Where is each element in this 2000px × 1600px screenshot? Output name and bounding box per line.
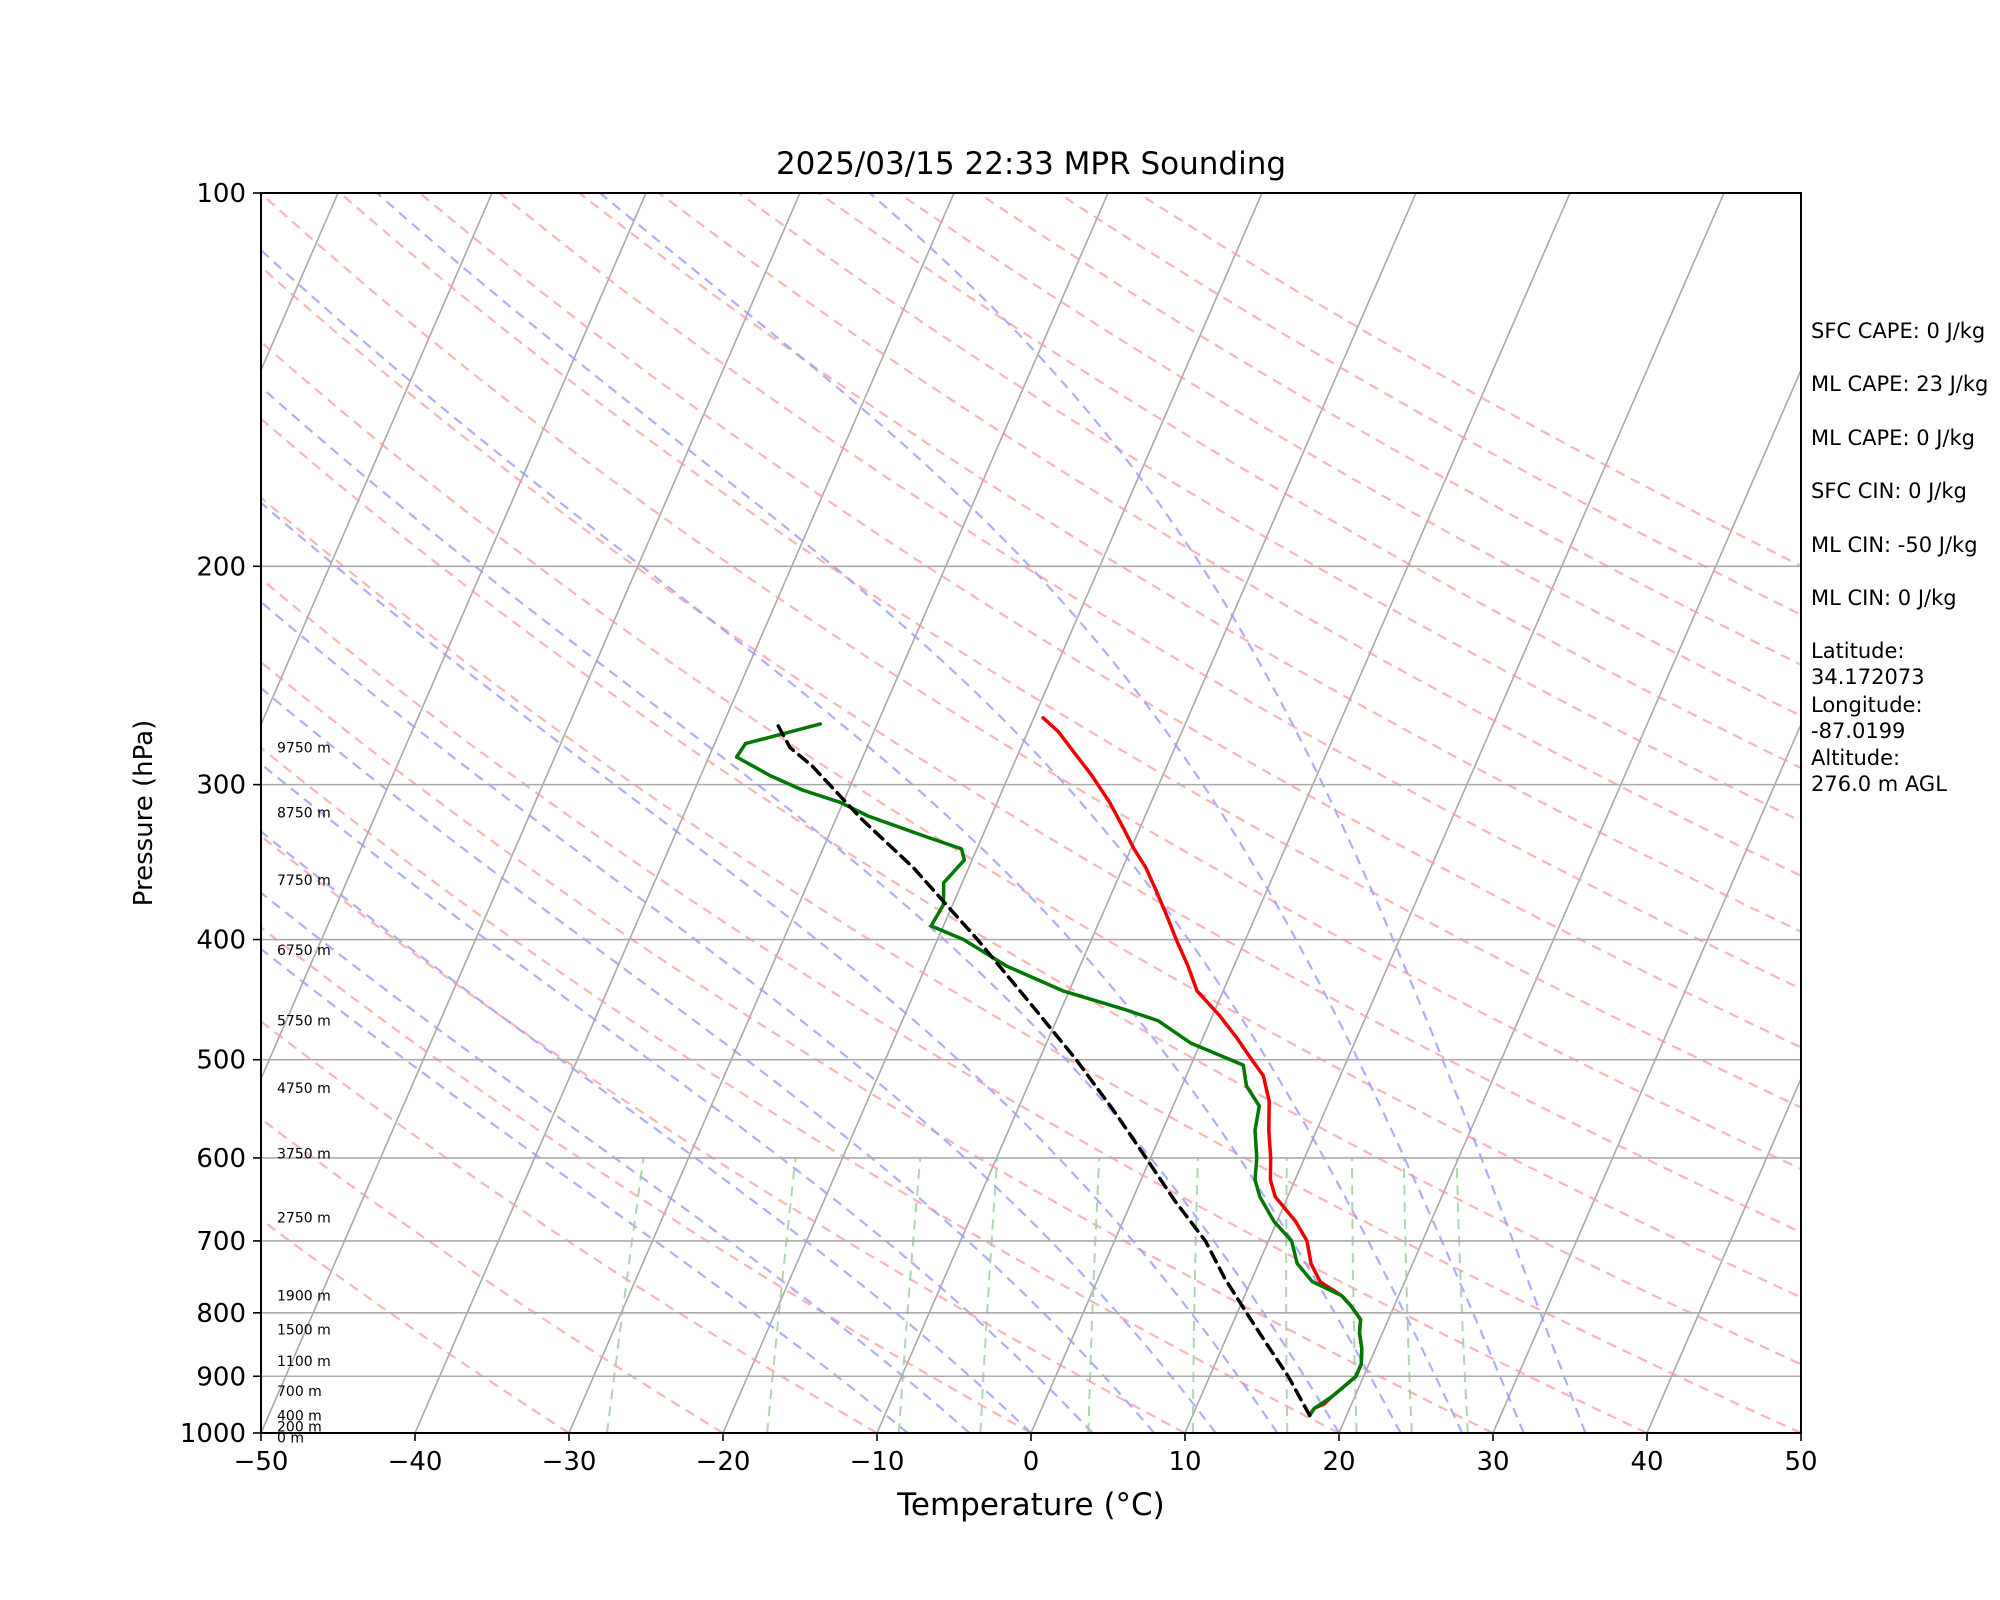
y-tick-label: 900	[196, 1362, 246, 1392]
stat-text: SFC CIN: 0 J/kg	[1811, 479, 1967, 504]
x-tick-label: 50	[1784, 1447, 1817, 1477]
dry-adiabat-line	[261, 746, 1340, 1433]
height-label: 1100 m	[277, 1354, 331, 1370]
height-label: 9750 m	[277, 740, 331, 756]
dry-adiabat-line	[261, 925, 1032, 1433]
isotherm-line	[1492, 722, 1801, 1433]
height-label: 7750 m	[277, 873, 331, 889]
height-label: 6750 m	[277, 943, 331, 959]
y-tick-label: 600	[196, 1144, 246, 1174]
dry-adiabat-line	[418, 193, 1801, 1049]
isotherm-line	[568, 193, 1109, 1433]
y-tick-label: 400	[196, 926, 246, 956]
moist-adiabat-line	[261, 762, 1094, 1433]
x-tick-label: −40	[388, 1447, 443, 1477]
isotherm-line	[261, 193, 493, 727]
height-labels: 9750 m 8750 m 7750 m 6750 m 5750 m 4750 m 3750…	[277, 740, 331, 1446]
chart-title: 2025/03/15 22:33 MPR Sounding	[776, 146, 1286, 182]
height-label: 1500 m	[277, 1322, 331, 1338]
isotherm-line	[722, 193, 1263, 1433]
y-tick-label: 300	[196, 771, 246, 801]
isotherm-line	[261, 193, 801, 1433]
moist-adiabat-line	[869, 193, 1587, 1433]
x-axis-label: Temperature (°C)	[896, 1487, 1165, 1523]
stat-text: ML CAPE: 23 J/kg	[1811, 372, 1989, 397]
dry-adiabat-line	[261, 496, 1801, 1433]
moist-adiabat-line	[261, 830, 1032, 1433]
stat-text: Longitude: -87.0199	[1811, 692, 1923, 743]
moist-adiabat-line	[261, 947, 909, 1433]
moist-adiabat-line	[261, 600, 1217, 1433]
stat-text: ML CAPE: 0 J/kg	[1811, 425, 1976, 450]
dry-adiabat-line	[261, 1020, 878, 1433]
dry-adiabat-line	[261, 660, 1494, 1433]
x-tick-label: −20	[696, 1447, 751, 1477]
x-tick-label: 0	[1023, 1447, 1040, 1477]
isotherm-line	[414, 193, 955, 1433]
height-label: 3750 m	[277, 1146, 331, 1162]
dry-adiabat-line	[261, 265, 1801, 1234]
dewpoint-line	[734, 722, 1364, 1418]
stat-text: SFC CAPE: 0 J/kg	[1811, 319, 1986, 343]
parcel-line	[775, 722, 1312, 1418]
stat-text: ML CIN: -50 J/kg	[1811, 532, 1978, 557]
height-label: 700 m	[277, 1384, 322, 1400]
y-axis-ticks: 100 200 300 400 500 600 700 800 900 1000	[180, 179, 261, 1449]
dry-adiabat-line	[738, 193, 1801, 823]
dry-adiabat-line	[261, 834, 1186, 1433]
y-tick-label: 700	[196, 1227, 246, 1257]
moist-adiabat-line	[261, 248, 1402, 1433]
moist-adiabat-line	[599, 193, 1525, 1433]
y-tick-label: 1000	[180, 1419, 246, 1449]
x-tick-label: −30	[542, 1447, 597, 1477]
stat-text: ML CIN: 0 J/kg	[1811, 586, 1957, 610]
x-tick-label: 30	[1476, 1447, 1509, 1477]
y-tick-label: 800	[196, 1299, 246, 1329]
isotherm-line	[261, 193, 647, 1081]
height-label: 2750 m	[277, 1210, 331, 1226]
x-tick-label: −50	[234, 1447, 289, 1477]
sounding-series	[734, 716, 1364, 1418]
x-tick-label: 10	[1168, 1447, 1201, 1477]
isotherm-line	[1646, 1076, 1801, 1433]
x-tick-label: 20	[1322, 1447, 1355, 1477]
moist-adiabat-line	[261, 501, 1279, 1433]
x-tick-label: −10	[850, 1447, 905, 1477]
stat-text: Latitude: 34.172073	[1811, 639, 1925, 690]
x-tick-label: 40	[1630, 1447, 1663, 1477]
moist-adiabat-line	[261, 385, 1340, 1433]
dry-adiabat-line	[261, 1218, 570, 1433]
isotherm-line	[1338, 368, 1801, 1433]
height-label: 5750 m	[277, 1014, 331, 1030]
height-label: 8750 m	[277, 806, 331, 822]
y-tick-label: 100	[196, 179, 246, 209]
height-label: 4750 m	[277, 1081, 331, 1097]
background-lines	[261, 193, 1801, 1433]
height-label: 200 m	[277, 1419, 322, 1435]
y-tick-label: 500	[196, 1046, 246, 1076]
height-label: 0 m	[277, 1430, 304, 1446]
dry-adiabat-line	[658, 193, 1801, 878]
isotherm-line	[1184, 193, 1725, 1433]
y-axis-label: Pressure (hPa)	[129, 720, 159, 907]
isotherm-line	[876, 193, 1417, 1433]
moist-adiabat-line	[261, 891, 971, 1433]
height-label: 1900 m	[277, 1289, 331, 1305]
dry-adiabat-line	[261, 193, 1801, 1171]
y-tick-label: 200	[196, 552, 246, 582]
height-label: 400 m	[277, 1408, 322, 1424]
stat-text: Altitude: 276.0 m AGL	[1811, 746, 1947, 797]
x-axis-ticks: −50 −40 −30 −20 −10 0 10 20 30 40 50	[234, 1433, 1818, 1477]
moist-adiabat-line	[376, 193, 1464, 1433]
dry-adiabat-line	[261, 417, 1801, 1366]
